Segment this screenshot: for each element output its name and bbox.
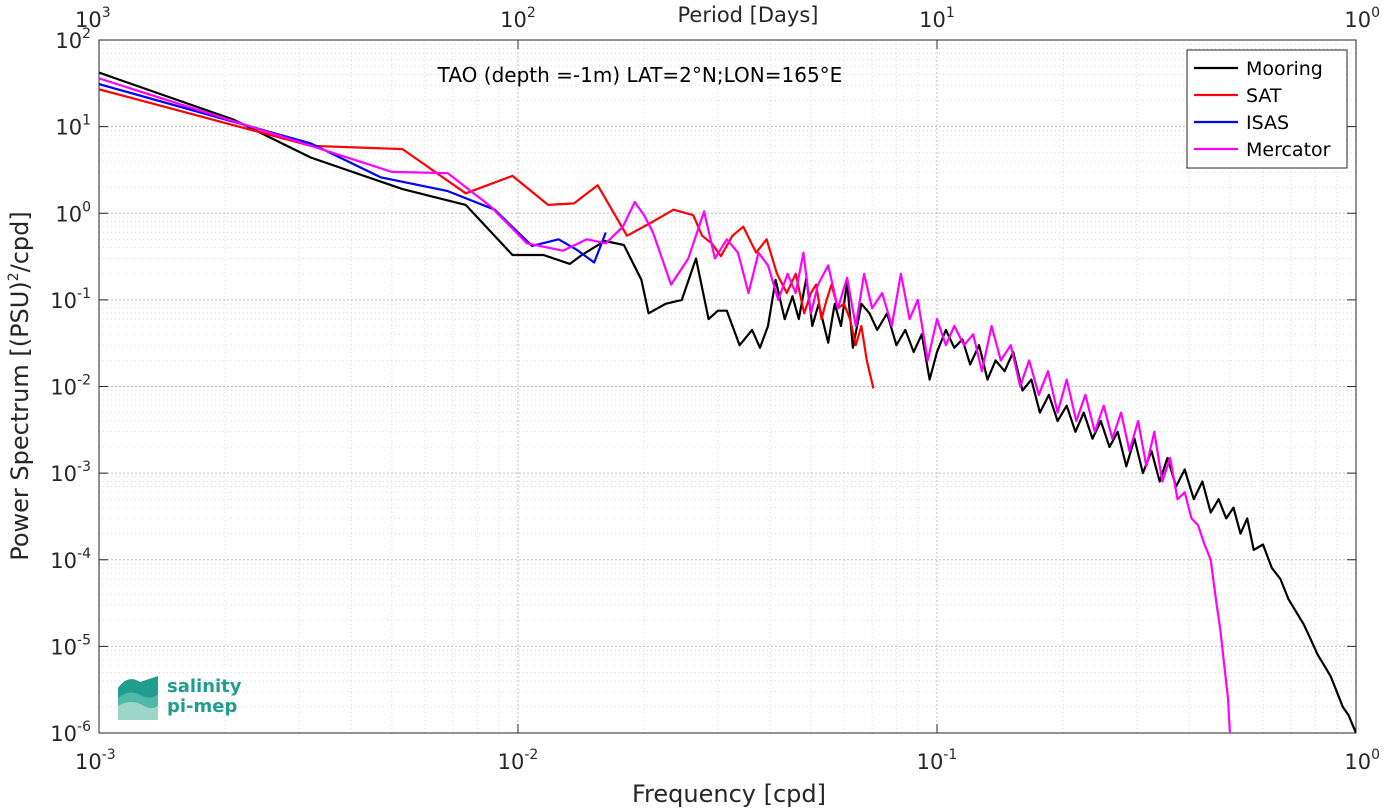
y-tick-label: 102	[55, 26, 91, 53]
y-tick-label: 10-6	[50, 719, 91, 746]
series-line-mercator	[99, 77, 1231, 733]
y-tick-label: 10-3	[50, 459, 91, 486]
x-tick-label: 10-2	[498, 747, 539, 774]
series-line-mooring	[99, 71, 1356, 733]
top-tick-labels: 103 102 101 100	[75, 5, 1380, 32]
legend-label-sat: SAT	[1246, 85, 1282, 107]
y-axis-label: Power Spectrum [(PSU)2/cpd]	[6, 211, 34, 561]
y-tick-label: 100	[55, 199, 91, 226]
legend: Mooring SAT ISAS Mercator	[1186, 49, 1348, 169]
axis-ticks	[98, 39, 1357, 734]
y-tick-label: 10-5	[50, 632, 91, 659]
top-tick-label: 100	[1344, 5, 1380, 32]
top-axis-label: Period [Days]	[678, 3, 819, 27]
salinity-pi-mep-logo: salinity pi-mep	[118, 676, 242, 720]
top-tick-label: 101	[919, 5, 955, 32]
series-lines	[99, 71, 1356, 733]
x-tick-labels: 10-3 10-2 10-1 100	[75, 747, 1380, 774]
y-tick-label: 10-2	[50, 373, 91, 400]
y-tick-labels: 102 101 100 10-1 10-2 10-3 10-4 10-5 10-6	[50, 26, 91, 746]
series-line-sat	[99, 88, 875, 389]
series-line-isas	[99, 83, 607, 264]
legend-items: Mooring SAT ISAS Mercator	[1194, 58, 1331, 161]
x-tick-label: 10-3	[75, 747, 116, 774]
y-tick-label: 10-1	[50, 286, 91, 313]
legend-label-mercator: Mercator	[1246, 139, 1331, 161]
logo-waves-icon	[118, 676, 158, 720]
y-tick-label: 101	[55, 113, 91, 140]
y-axis-label-unit: /cpd]	[6, 211, 34, 272]
y-axis-label-exp: 2	[6, 272, 22, 281]
legend-label-mooring: Mooring	[1246, 58, 1323, 80]
x-axis-label: Frequency [cpd]	[632, 780, 826, 808]
x-tick-label: 100	[1344, 747, 1380, 774]
legend-label-isas: ISAS	[1246, 112, 1289, 134]
x-tick-label: 10-1	[917, 747, 958, 774]
major-grid	[98, 39, 1357, 734]
top-tick-label: 102	[500, 5, 536, 32]
logo-text-line1: salinity	[167, 676, 242, 697]
chart-title: TAO (depth =-1m) LAT=2°N;LON=165°E	[437, 63, 843, 87]
y-tick-label: 10-4	[50, 546, 91, 573]
top-tick-label: 103	[75, 5, 111, 32]
logo-text-line2: pi-mep	[167, 696, 237, 717]
y-axis-label-main: Power Spectrum [(PSU)	[6, 281, 34, 560]
